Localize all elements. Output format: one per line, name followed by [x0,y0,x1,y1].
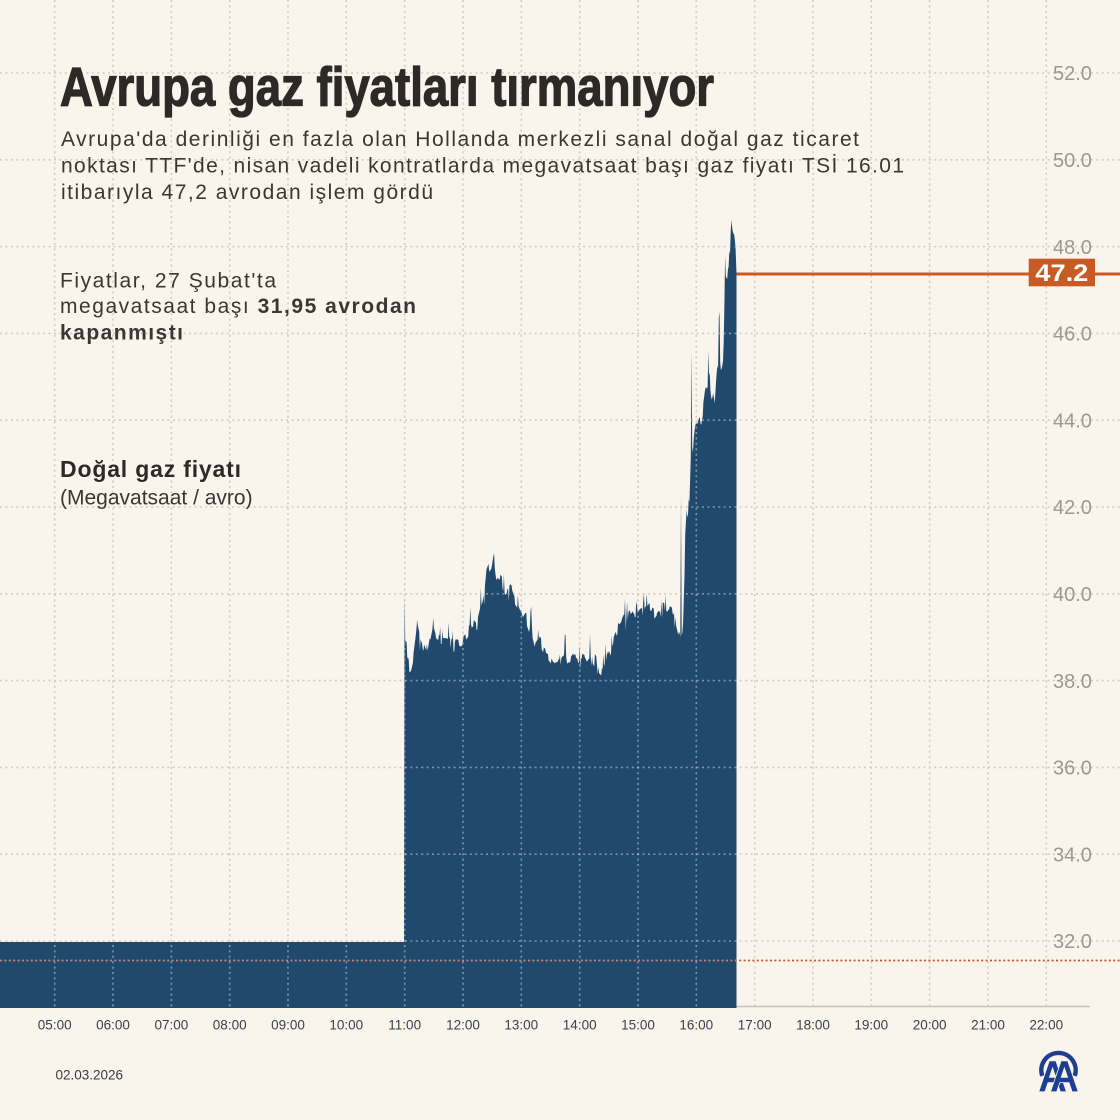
svg-text:21:00: 21:00 [971,1018,1005,1033]
svg-text:08:00: 08:00 [213,1018,247,1033]
svg-text:52.0: 52.0 [1053,63,1092,85]
svg-text:Doğal gaz fiyatı: Doğal gaz fiyatı [60,456,241,482]
svg-text:(Megavatsaat / avro): (Megavatsaat / avro) [60,486,253,509]
svg-text:02.03.2026: 02.03.2026 [56,1068,124,1083]
svg-text:18:00: 18:00 [796,1018,830,1033]
svg-text:48.0: 48.0 [1053,237,1092,259]
svg-text:Fiyatlar, 27 Şubat'ta: Fiyatlar, 27 Şubat'ta [60,269,276,292]
svg-text:17:00: 17:00 [738,1018,772,1033]
svg-text:47.2: 47.2 [1035,260,1088,287]
svg-text:40.0: 40.0 [1053,584,1092,606]
svg-text:20:00: 20:00 [913,1018,947,1033]
svg-text:10:00: 10:00 [329,1018,363,1033]
svg-text:50.0: 50.0 [1053,150,1092,172]
svg-text:05:00: 05:00 [38,1018,72,1033]
svg-text:itibarıyla 47,2 avrodan işlem: itibarıyla 47,2 avrodan işlem gördü [61,181,433,204]
svg-text:13:00: 13:00 [504,1018,538,1033]
svg-text:32.0: 32.0 [1053,931,1092,953]
svg-text:06:00: 06:00 [96,1018,130,1033]
svg-text:36.0: 36.0 [1053,758,1092,780]
svg-text:34.0: 34.0 [1053,844,1092,866]
svg-text:38.0: 38.0 [1053,671,1092,693]
svg-text:Avrupa'da derinliği en fazla o: Avrupa'da derinliği en fazla olan Hollan… [61,128,859,151]
svg-text:19:00: 19:00 [854,1018,888,1033]
svg-text:kapanmıştı: kapanmıştı [60,322,183,345]
svg-text:16:00: 16:00 [679,1018,713,1033]
svg-text:megavatsaat başı 31,95 avrodan: megavatsaat başı 31,95 avrodan [60,295,416,318]
svg-text:44.0: 44.0 [1053,410,1092,432]
svg-text:22:00: 22:00 [1029,1018,1063,1033]
svg-text:09:00: 09:00 [271,1018,305,1033]
svg-text:12:00: 12:00 [446,1018,480,1033]
svg-text:46.0: 46.0 [1053,324,1092,346]
svg-text:noktası TTF'de, nisan vadeli k: noktası TTF'de, nisan vadeli kontratlard… [61,155,904,178]
svg-text:14:00: 14:00 [563,1018,597,1033]
svg-text:11:00: 11:00 [388,1018,421,1033]
svg-text:15:00: 15:00 [621,1018,655,1033]
svg-text:Avrupa gaz fiyatları tırmanıyo: Avrupa gaz fiyatları tırmanıyor [60,56,714,118]
svg-text:42.0: 42.0 [1053,497,1092,519]
svg-text:07:00: 07:00 [155,1018,189,1033]
